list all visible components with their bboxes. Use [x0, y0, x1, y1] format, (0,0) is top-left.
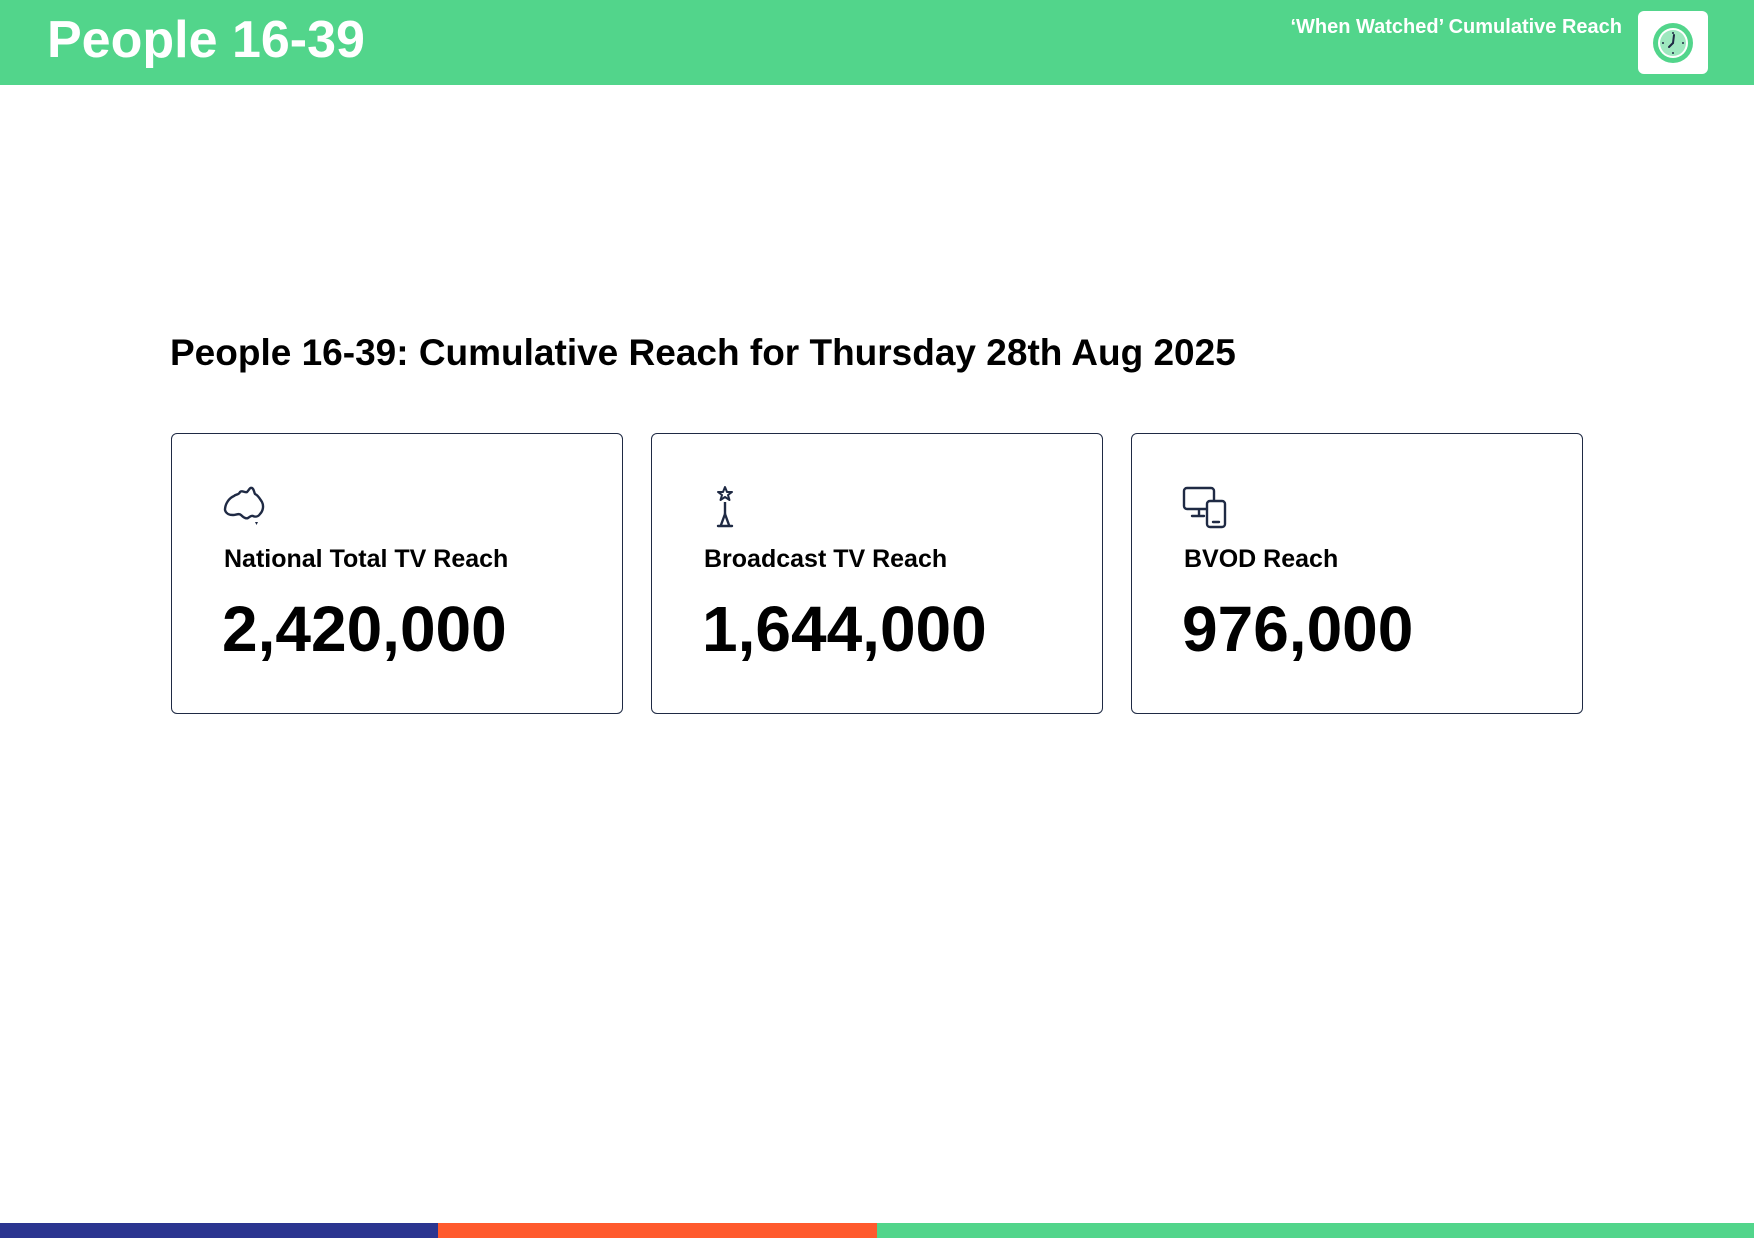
card-label: Broadcast TV Reach [704, 545, 948, 573]
bvod-reach-card: BVOD Reach 976,000 [1131, 433, 1583, 714]
devices-icon [1182, 486, 1227, 529]
card-value: 2,420,000 [222, 593, 507, 665]
broadcast-tower-icon [716, 486, 734, 528]
footer-segment-green [877, 1223, 1754, 1238]
page-title: People 16-39 [47, 11, 365, 69]
clock-icon [1653, 22, 1693, 63]
national-total-tv-reach-card: National Total TV Reach 2,420,000 [171, 433, 623, 714]
card-label: National Total TV Reach [224, 545, 509, 573]
australia-map-icon [223, 486, 265, 525]
footer-segment-orange [438, 1223, 877, 1238]
footer-color-bar [0, 1223, 1754, 1238]
clock-badge [1638, 11, 1708, 74]
footer-segment-navy [0, 1223, 438, 1238]
report-title: People 16-39: Cumulative Reach for Thurs… [170, 332, 1236, 373]
card-value: 1,644,000 [702, 593, 987, 665]
broadcast-tv-reach-card: Broadcast TV Reach 1,644,000 [651, 433, 1103, 714]
report-type-label: ‘When Watched’ Cumulative Reach [1290, 16, 1622, 38]
card-value: 976,000 [1182, 593, 1414, 665]
card-label: BVOD Reach [1184, 545, 1339, 573]
header-banner: People 16-39 ‘When Watched’ Cumulative R… [0, 0, 1754, 85]
